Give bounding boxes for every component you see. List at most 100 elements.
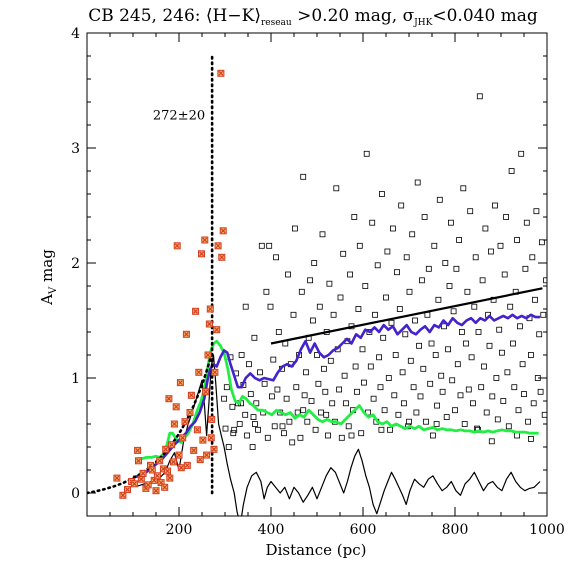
foreground-star <box>177 464 185 472</box>
background-star <box>471 303 478 310</box>
background-star <box>222 425 229 432</box>
y-axis-label: AV mag <box>38 249 59 306</box>
background-star <box>456 237 463 243</box>
background-star <box>247 391 254 398</box>
background-star <box>528 352 534 358</box>
foreground-star-cross <box>114 475 120 481</box>
distance-annotation: 272±20 <box>153 108 205 123</box>
background-star <box>541 411 547 418</box>
background-star <box>356 242 363 249</box>
background-star <box>303 369 309 376</box>
background-star <box>286 418 293 425</box>
background-star <box>301 392 308 399</box>
background-star <box>367 363 374 370</box>
background-star <box>508 168 515 174</box>
background-star <box>289 439 296 446</box>
background-star <box>488 438 495 445</box>
background-star <box>507 303 514 310</box>
foreground-star <box>204 351 212 359</box>
foreground-star <box>170 420 178 428</box>
background-star <box>522 265 529 272</box>
chart-title: CB 245, 246: ⟨H−K⟩reseau >0.20 mag, σJHK… <box>88 6 538 28</box>
background-star <box>245 361 252 368</box>
background-star <box>514 237 520 243</box>
foreground-star <box>203 451 211 459</box>
background-star <box>384 248 391 255</box>
background-star <box>229 403 236 410</box>
background-star <box>381 407 388 414</box>
foreground-star-cross <box>183 331 189 337</box>
background-star <box>443 414 450 421</box>
foreground-star <box>124 486 131 494</box>
background-star <box>362 283 369 289</box>
background-star <box>478 384 485 391</box>
background-star <box>406 288 413 295</box>
background-star <box>249 444 256 450</box>
background-star <box>494 416 501 423</box>
background-star <box>515 407 522 414</box>
background-star <box>380 334 387 341</box>
foreground-star-cross <box>176 452 182 458</box>
foreground-star-cross <box>184 463 190 468</box>
foreground-star-cross <box>138 476 144 482</box>
foreground-star <box>144 481 152 489</box>
background-star <box>290 311 297 318</box>
axes: 200 400 600 800 1000 0 1 2 3 4 <box>71 26 565 538</box>
foreground-star-cross <box>206 321 212 327</box>
foreground-star <box>164 467 171 475</box>
background-star <box>530 400 537 407</box>
foreground-star <box>199 436 207 444</box>
background-star <box>406 418 412 425</box>
foreground-star <box>148 466 156 474</box>
foreground-star <box>217 69 225 77</box>
foreground-star-cross <box>173 404 179 410</box>
foreground-star <box>175 451 183 459</box>
background-star <box>523 219 530 226</box>
background-star <box>274 386 281 393</box>
background-star <box>225 444 232 450</box>
background-star <box>503 214 510 220</box>
background-star <box>234 400 241 407</box>
background-star <box>263 288 270 295</box>
background-star <box>348 432 355 439</box>
background-star <box>395 411 402 418</box>
background-star <box>460 185 467 192</box>
foreground-star <box>179 434 187 442</box>
foreground-star <box>170 458 177 466</box>
background-star <box>472 254 479 261</box>
background-star <box>358 430 365 437</box>
background-star <box>442 260 449 266</box>
background-star <box>374 262 381 269</box>
background-star <box>378 191 385 197</box>
background-star <box>347 271 354 278</box>
background-star <box>253 400 260 407</box>
background-star <box>458 329 465 335</box>
foreground-star-cross <box>140 471 146 476</box>
background-star <box>223 384 230 391</box>
foreground-star <box>218 253 226 261</box>
background-star <box>385 375 392 381</box>
foreground-star-cross <box>218 70 224 76</box>
background-star <box>525 418 531 425</box>
background-star <box>308 398 315 404</box>
foreground-star-cross <box>196 369 202 375</box>
background-star <box>312 426 319 433</box>
foreground-star-cross <box>166 396 172 402</box>
foreground-star-cross <box>187 410 193 415</box>
foreground-star-cross <box>149 467 155 473</box>
foreground-star-cross <box>171 459 176 465</box>
background-star <box>496 326 503 333</box>
background-star <box>429 432 436 439</box>
background-star <box>319 231 326 238</box>
background-star <box>363 150 370 157</box>
background-star <box>452 407 458 414</box>
y-tick-label: 4 <box>71 26 80 42</box>
background-star <box>449 377 456 384</box>
background-star <box>489 393 496 400</box>
background-star <box>396 306 403 312</box>
background-star <box>255 426 262 433</box>
background-star <box>514 432 520 439</box>
foreground-star <box>186 409 194 416</box>
foreground-star-cross <box>200 437 206 443</box>
